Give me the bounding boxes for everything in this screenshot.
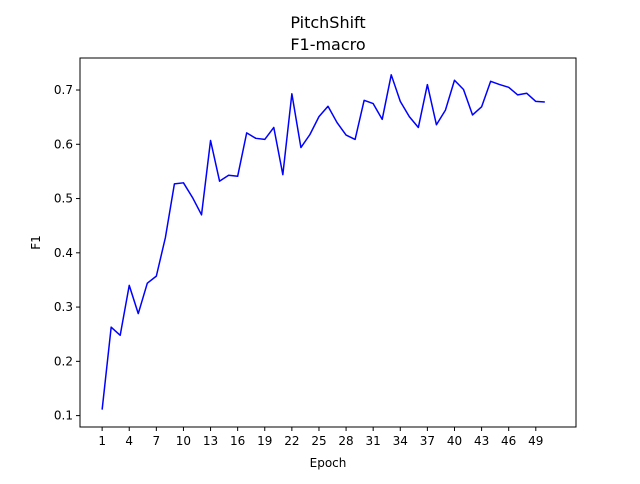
y-tick-label: 0.5 bbox=[54, 192, 73, 206]
x-tick-label: 1 bbox=[98, 434, 106, 448]
x-tick-label: 22 bbox=[284, 434, 299, 448]
x-tick-label: 25 bbox=[311, 434, 326, 448]
x-tick-label: 4 bbox=[125, 434, 133, 448]
plot-area bbox=[101, 74, 545, 410]
y-tick-label: 0.3 bbox=[54, 300, 73, 314]
x-tick-label: 37 bbox=[420, 434, 435, 448]
y-axis-label: F1 bbox=[29, 235, 43, 250]
chart-title: PitchShift bbox=[290, 13, 365, 32]
y-tick-label: 0.2 bbox=[54, 354, 73, 368]
x-tick-label: 7 bbox=[153, 434, 161, 448]
x-tick-label: 49 bbox=[528, 434, 543, 448]
x-tick-label: 19 bbox=[257, 434, 272, 448]
chart-subtitle: F1-macro bbox=[290, 35, 365, 54]
x-tick-label: 13 bbox=[203, 434, 218, 448]
x-tick-label: 16 bbox=[230, 434, 245, 448]
y-axis: 0.1 0.2 0.3 0.4 0.5 0.6 0.7 bbox=[54, 83, 80, 423]
y-tick-label: 0.1 bbox=[54, 409, 73, 423]
x-tick-label: 40 bbox=[447, 434, 462, 448]
x-tick-label: 10 bbox=[176, 434, 191, 448]
y-tick-label: 0.4 bbox=[54, 246, 73, 260]
x-axis: 1 4 7 10 13 16 19 22 25 28 31 34 37 40 43 46 49 bbox=[98, 427, 543, 448]
x-tick-label: 28 bbox=[338, 434, 353, 448]
plot-frame bbox=[79, 57, 577, 428]
x-tick-label: 34 bbox=[393, 434, 408, 448]
x-axis-label: Epoch bbox=[310, 456, 347, 470]
x-tick-label: 31 bbox=[366, 434, 381, 448]
x-tick-label: 46 bbox=[501, 434, 516, 448]
y-tick-label: 0.7 bbox=[54, 83, 73, 97]
series-line bbox=[101, 74, 545, 410]
x-tick-label: 43 bbox=[474, 434, 489, 448]
y-tick-label: 0.6 bbox=[54, 137, 73, 151]
